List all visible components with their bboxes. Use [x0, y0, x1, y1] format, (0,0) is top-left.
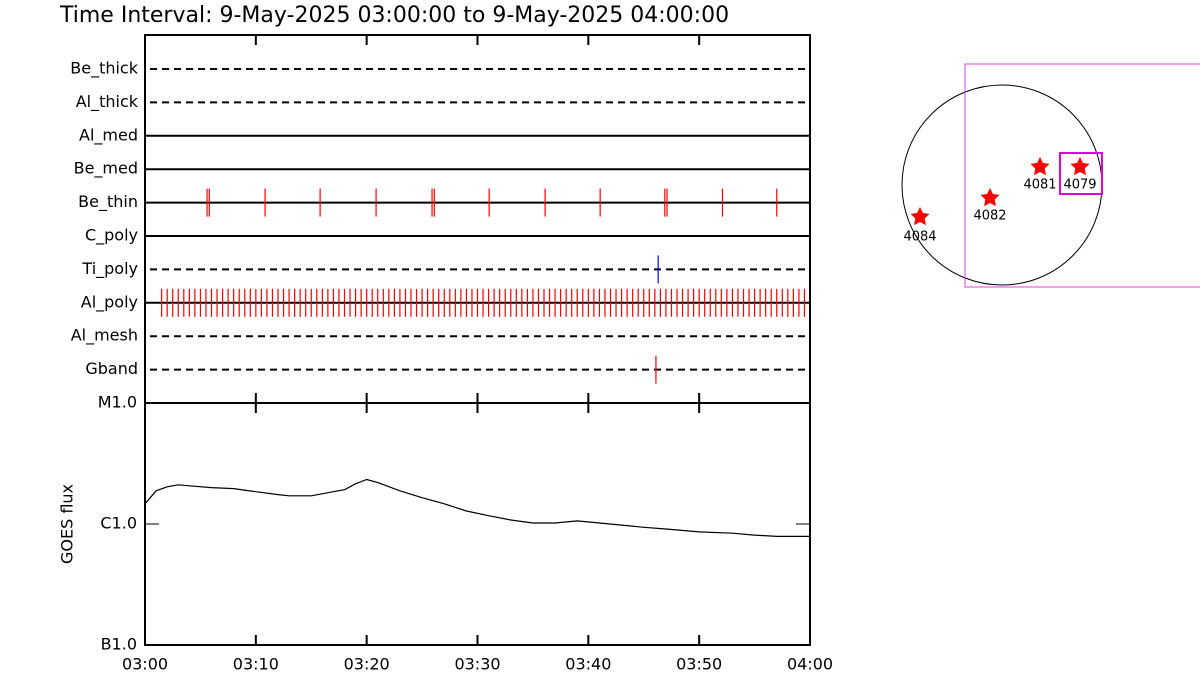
- x-tick-label: 03:50: [676, 655, 722, 674]
- row-label: Al_med: [79, 125, 138, 145]
- row-label: Al_mesh: [71, 326, 138, 346]
- region-label: 4079: [1063, 178, 1096, 193]
- timeline-frame: [144, 34, 811, 404]
- fov-box: [964, 63, 1200, 288]
- region-star: [1030, 157, 1050, 176]
- sun-map: 4084 4082 4081 4079: [901, 63, 1200, 288]
- region-label: 4084: [903, 230, 936, 245]
- x-tick-label: 04:00: [787, 655, 833, 674]
- region-star: [980, 188, 1000, 207]
- goes-frame: [144, 402, 811, 646]
- row-label: Gband: [85, 359, 138, 378]
- row-label: C_poly: [85, 226, 138, 246]
- row-label: Al_thick: [76, 92, 139, 112]
- goes-curve: [144, 478, 810, 537]
- y-tick-label: C1.0: [100, 514, 137, 533]
- region-label: 4081: [1023, 178, 1056, 193]
- y-axis-label: GOES flux: [58, 484, 77, 564]
- row-label: Be_thick: [70, 59, 138, 79]
- region-star: [1070, 157, 1090, 176]
- x-tick-label: 03:00: [122, 655, 168, 674]
- row-label: Be_med: [74, 159, 138, 179]
- y-tick-label: B1.0: [101, 635, 137, 654]
- x-tick-label: 03:20: [344, 655, 390, 674]
- row-label: Ti_poly: [81, 259, 138, 279]
- x-tick-label: 03:40: [565, 655, 611, 674]
- x-tick-label: 03:10: [233, 655, 279, 674]
- region-star: [910, 207, 930, 226]
- row-label: Al_poly: [81, 292, 138, 312]
- row-label: Be_thin: [78, 192, 138, 212]
- x-tick-label: 03:30: [454, 655, 500, 674]
- chart-title: Time Interval: 9-May-2025 03:00:00 to 9-…: [59, 3, 729, 28]
- y-tick-label: M1.0: [98, 393, 137, 412]
- region-label: 4082: [973, 209, 1006, 224]
- target-box: [1059, 152, 1103, 195]
